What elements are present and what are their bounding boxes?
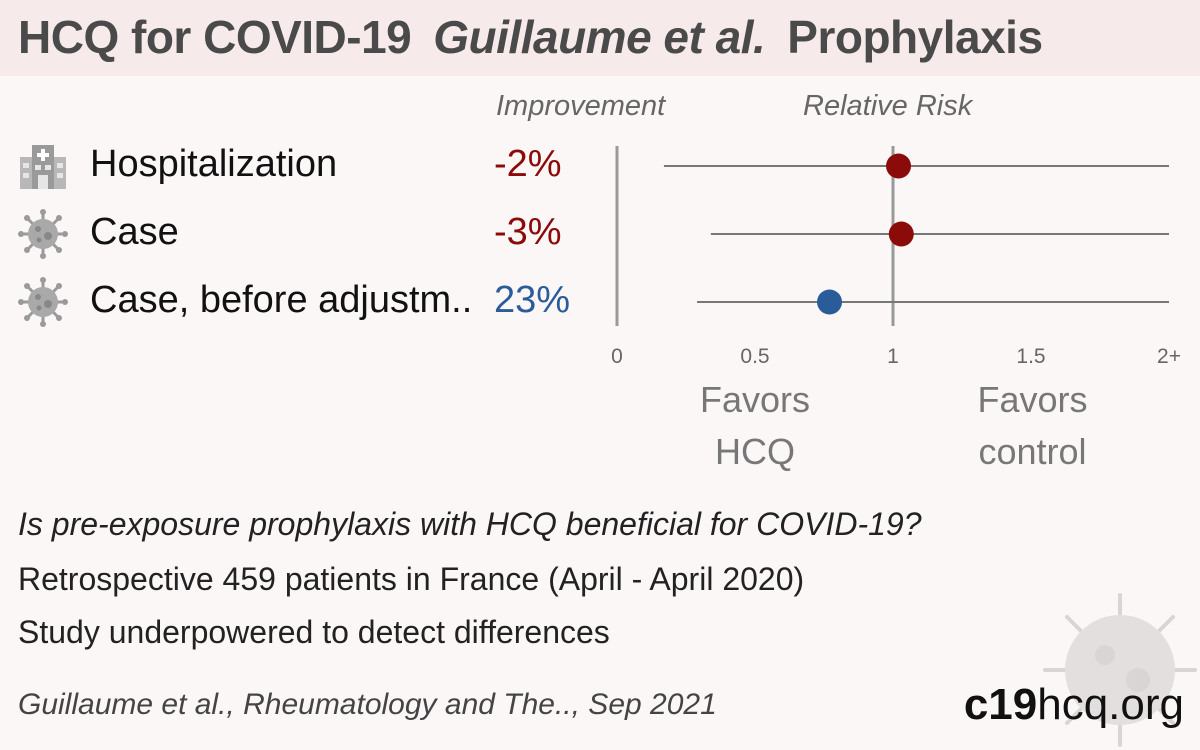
brand-bold: c19 bbox=[963, 680, 1038, 729]
page-title: HCQ for COVID-19 Guillaume et al. Prophyla… bbox=[18, 10, 1043, 64]
study-note: Study underpowered to detect differences bbox=[18, 614, 610, 650]
favors-hcq-label: Favors HCQ bbox=[680, 374, 830, 478]
row-label-hospitalization: Hospitalization bbox=[90, 143, 338, 185]
row-improvement-case-before-adjustment: 23% bbox=[494, 279, 571, 321]
virus-watermark-icon bbox=[1043, 593, 1197, 747]
hospital-icon bbox=[20, 145, 66, 189]
favors-control-label: Favors control bbox=[950, 374, 1115, 478]
title-study: Guillaume et al. bbox=[433, 11, 766, 63]
x-tick-label: 1.5 bbox=[1016, 345, 1045, 368]
favors-control-line2: control bbox=[978, 431, 1087, 472]
title-main: HCQ for COVID-19 bbox=[18, 11, 412, 63]
x-tick-label: 0 bbox=[611, 345, 623, 368]
row-label-case: Case bbox=[90, 211, 179, 253]
point-estimate bbox=[817, 289, 843, 315]
x-tick-label: 1 bbox=[887, 345, 899, 368]
favors-control-line1: Favors bbox=[977, 379, 1088, 420]
brand-rest: hcq.org bbox=[1037, 680, 1184, 729]
header-bar bbox=[0, 0, 1200, 76]
improvement-column-header: Improvement bbox=[496, 90, 666, 122]
favors-hcq-line2: HCQ bbox=[715, 431, 795, 472]
study-question: Is pre-exposure prophylaxis with HCQ ben… bbox=[18, 506, 922, 542]
row-improvement-case: -3% bbox=[494, 211, 562, 253]
point-estimate bbox=[888, 221, 914, 247]
x-tick-label: 2+ bbox=[1157, 345, 1181, 368]
row-label-case-before-adjustment: Case, before adjustm.. bbox=[90, 279, 473, 321]
x-tick-label: 0.5 bbox=[740, 345, 769, 368]
relative-risk-column-header: Relative Risk bbox=[803, 90, 973, 122]
virus-icon bbox=[18, 209, 68, 259]
study-design: Retrospective 459 patients in France (Ap… bbox=[18, 561, 805, 597]
favors-hcq-line1: Favors bbox=[699, 379, 811, 420]
row-improvement-hospitalization: -2% bbox=[494, 143, 562, 185]
citation: Guillaume et al., Rheumatology and The..… bbox=[18, 688, 717, 721]
title-topic: Prophylaxis bbox=[787, 11, 1043, 63]
site-brand: c19hcq.org bbox=[964, 680, 1184, 730]
point-estimate bbox=[886, 153, 912, 179]
virus-icon bbox=[18, 277, 68, 327]
